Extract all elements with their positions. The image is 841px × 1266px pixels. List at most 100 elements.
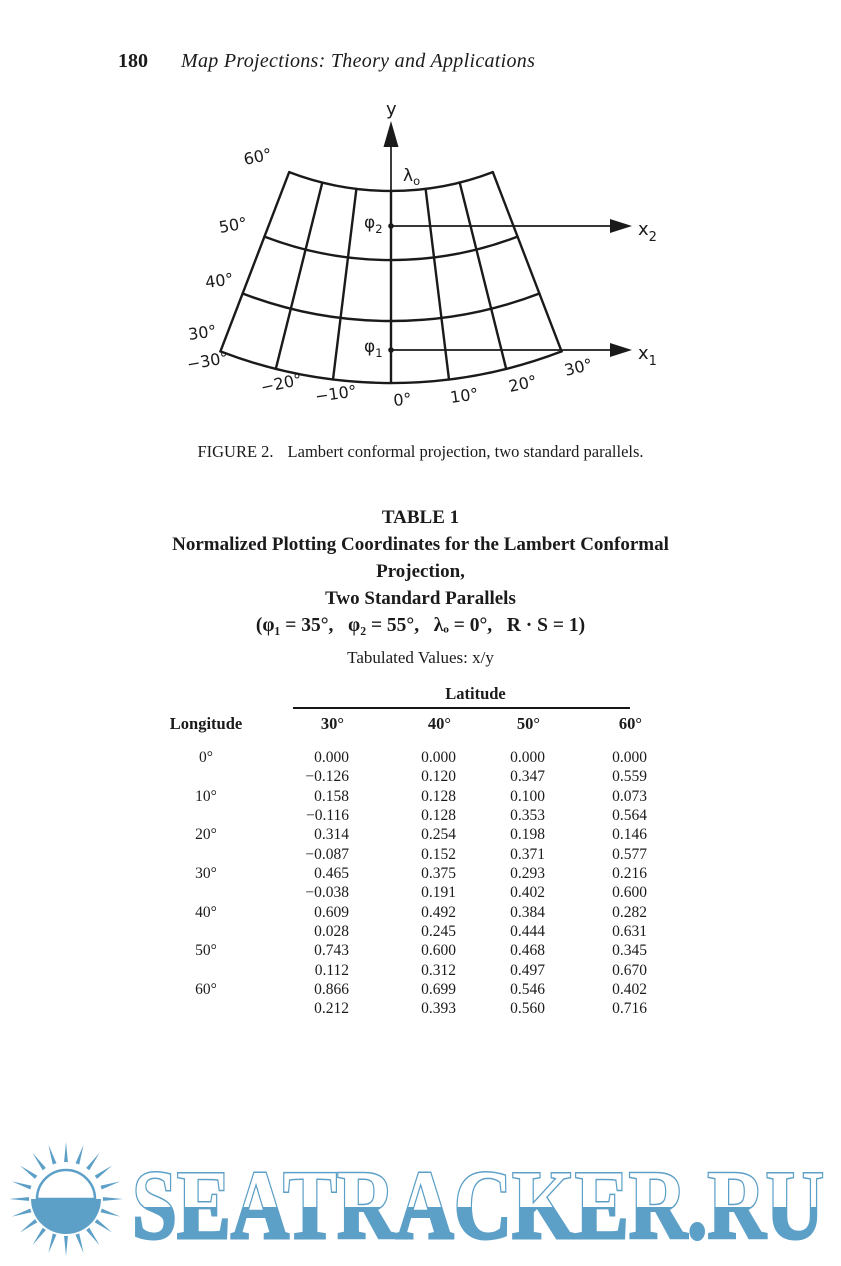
col-header-50: 50° [516,714,540,733]
graticule [219,170,563,385]
value-cell: −0.116 [305,807,349,825]
table-row: 20° 0.314 0.254 0.198 0.146 [150,825,647,844]
table-row: 0.112 0.312 0.497 0.670 [150,961,647,980]
lon-cell: 30° [195,865,217,883]
phi1-point [388,347,394,353]
value-cell: 0.465 [314,865,349,883]
value-cell: 0.345 [612,942,647,960]
value-cell: 0.699 [421,981,456,999]
lon-cell [150,845,262,864]
value-cell: 0.444 [510,923,545,941]
value-cell: 0.198 [510,826,545,844]
table-row: 30° 0.465 0.375 0.293 0.216 [150,864,647,883]
lat-label-40: 40° [204,269,235,292]
lon-label-10: 10° [449,384,480,407]
value-cell: 0.120 [421,768,456,786]
value-cell: 0.743 [314,942,349,960]
value-cell: 0.564 [612,807,647,825]
value-cell: 0.497 [510,961,545,979]
value-cell: 0.146 [612,826,647,844]
axes [390,145,616,351]
value-cell: 0.384 [510,903,545,921]
table-row: 40° 0.609 0.492 0.384 0.282 [150,903,647,922]
lon-cell [150,806,262,825]
value-cell: −0.087 [305,845,349,863]
lon-cell: 40° [195,903,217,921]
value-cell: 0.191 [421,884,456,902]
table-number: TABLE 1 [381,507,460,528]
value-cell: 0.631 [612,923,647,941]
lambda0-label: λo [403,166,420,188]
lon-cell: 10° [195,787,217,805]
lat-label-30: 30° [187,321,218,344]
phi2-point [388,223,394,229]
value-cell: 0.600 [421,942,456,960]
col-header-40: 40° [427,714,451,733]
lat-label-50: 50° [217,213,248,237]
lon-cell [150,999,262,1018]
watermark: SEATRACKER.RU SEATRACKER.RU [9,1142,826,1262]
meridian-neg10 [331,187,358,381]
value-cell: 0.347 [510,768,545,786]
value-cell: 0.000 [612,749,647,766]
value-cell: 0.293 [510,865,545,883]
phi2-label: φ2 [364,213,383,236]
running-head: 180 Map Projections: Theory and Applicat… [118,50,535,73]
figure-caption-text: Lambert conformal projection, two standa… [287,442,644,461]
table-row: −0.038 0.191 0.402 0.600 [150,883,647,902]
running-title: Map Projections: Theory and Applications [181,50,536,72]
value-cell: 0.559 [612,768,647,786]
meridian-20 [458,181,508,371]
lon-label-neg20: −20° [259,370,304,397]
table-row: 0° 0.000 0.000 0.000 0.000 [150,748,647,767]
meridian-neg20 [274,181,324,371]
value-cell: 0.402 [612,981,647,999]
value-cell: 0.028 [314,923,349,941]
value-cell: 0.245 [421,923,456,941]
table-row: 60° 0.866 0.699 0.546 0.402 [150,980,647,999]
lon-cell [150,767,262,786]
watermark-text-bottom: SEATRACKER.RU [132,1151,824,1260]
table-body: 0° 0.000 0.000 0.000 0.000 −0.126 0.120 … [150,748,647,1019]
value-cell: 0.609 [314,903,349,921]
table-row: −0.126 0.120 0.347 0.559 [150,767,647,786]
table-row: 0.212 0.393 0.560 0.716 [150,999,647,1018]
table-title-line3: Projection, [376,561,465,582]
value-cell: −0.126 [305,768,349,786]
value-cell: 0.670 [612,961,647,979]
lon-label-neg10: −10° [314,381,358,406]
table-row: 50° 0.743 0.600 0.468 0.345 [150,941,647,960]
axis-arrowheads [383,121,632,357]
page-number: 180 [118,50,148,72]
value-cell: 0.866 [314,981,349,999]
value-cell: 0.254 [421,826,456,844]
table-row: 0.028 0.245 0.444 0.631 [150,922,647,941]
value-cell: 0.000 [314,749,349,766]
sun-lower-half [31,1199,101,1234]
value-cell: 0.282 [612,903,647,921]
value-cell: 0.158 [314,787,349,805]
value-cell: 0.468 [510,942,545,960]
latitude-group-header: Latitude [293,684,630,709]
figure-caption-label: FIGURE 2. [197,442,274,461]
value-cell: 0.216 [612,865,647,883]
value-cell: 0.152 [421,845,456,863]
meridian-10 [424,187,451,381]
value-cell: 0.312 [421,961,456,979]
value-cell: 0.560 [510,1000,545,1018]
projection-diagram: y λo φ2 φ1 x2 x1 60° 50° 40° 30° −30° −2… [185,99,657,410]
x2-arrowhead-icon [610,219,632,233]
y-arrowhead-icon [383,121,399,147]
table-parameters: (φ₁ = 35°, φ₂ = 55°, λₒ = 0°, R · S = 1) [255,615,586,636]
tabulated-values-note: Tabulated Values: x/y [347,648,494,667]
value-cell: 0.716 [612,1000,647,1018]
lon-cell [150,961,262,980]
value-cell: 0.393 [421,1000,456,1018]
sun-dome-icon [35,1168,97,1201]
lon-cell: 0° [199,749,213,766]
value-cell: 0.000 [421,749,456,766]
x1-axis-label: x1 [638,343,657,369]
lon-cell [150,922,262,941]
lon-label-neg30: −30° [185,348,229,374]
